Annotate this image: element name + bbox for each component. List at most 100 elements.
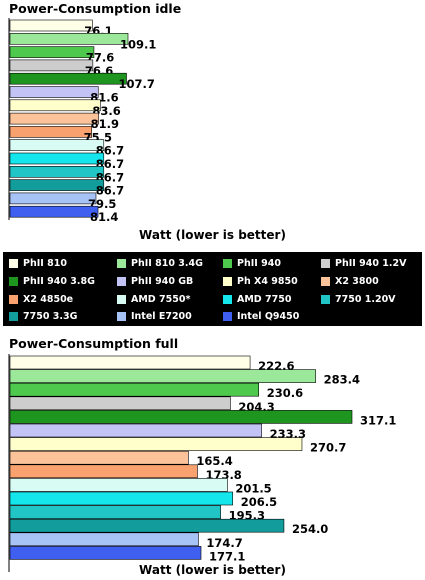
legend-item: 7750 1.20V [321,290,396,308]
chart-bar [9,450,189,465]
legend-label: X2 4850e [23,293,74,305]
legend-label: 7750 1.20V [335,293,396,305]
legend-label: Ph X4 9850 [237,275,298,287]
legend-swatch [117,294,126,304]
legend-label: X2 3800 [335,275,379,287]
legend-swatch [223,311,232,321]
legend-label: AMD 7750 [237,293,292,305]
chart-bar [9,72,127,85]
legend-label: Intel E7200 [131,310,192,322]
bar-value-label: 270.7 [310,441,346,455]
legend-swatch [321,258,330,268]
chart-bar [9,518,285,533]
bar-value-label: 254.0 [292,522,328,536]
legend-swatch [223,258,232,268]
legend-item: Intel Q9450 [223,307,299,325]
chart-bar [9,464,198,479]
bar-value-label: 206.5 [241,495,277,509]
legend-swatch [9,258,18,268]
chart-bar [9,59,94,72]
bar-value-label: 174.7 [206,536,242,550]
chart-bar [9,192,97,205]
legend-swatch [117,311,126,321]
legend-item: PhII 940 GB [117,272,193,290]
legend-item: PhII 940 3.8G [9,272,95,290]
chart-bar [9,396,231,411]
chart-bar [9,112,99,125]
legend-swatch [223,276,232,286]
bar-value-label: 83.6 [92,104,120,118]
legend-label: Intel Q9450 [237,310,300,322]
full-chart-plot: 222.6283.4230.6204.3317.1233.3270.7165.4… [8,354,396,572]
bar-value-label: 109.1 [120,37,156,51]
chart-bar [9,99,101,112]
chart-bar [9,382,260,397]
chart-bar [9,205,99,218]
legend-label: PhII 810 3.4G [131,257,203,269]
legend-swatch [223,294,232,304]
idle-chart-plot: 76.1109.177.676.6107.781.683.681.975.586… [8,18,156,224]
legend-item: PhII 940 [223,254,281,272]
idle-chart-panel: Power-Consumption idle 76.1 109.1 77.6 76.6… [0,0,425,246]
legend-label: PhII 940 1.2V [335,257,407,269]
chart-legend: PhII 810 PhII 810 3.4G PhII 940 PhII 940… [3,252,422,326]
bar-value-label: 86.7 [96,184,124,198]
chart-bar [9,505,221,519]
bar-value-label: 230.6 [267,386,303,400]
legend-item: Intel E7200 [117,307,192,325]
legend-label: PhII 940 GB [131,275,194,287]
legend-item: PhII 940 1.2V [321,254,406,272]
legend-label: PhII 810 [23,257,67,269]
bar-value-label: 165.4 [196,454,232,468]
chart-bar [9,33,129,45]
chart-bar [9,423,262,438]
full-chart-title: Power-Consumption full [9,336,179,351]
bar-value-label: 201.5 [235,481,271,495]
bar-value-label: 283.4 [324,373,360,387]
chart-bar [9,86,99,98]
bar-value-label: 81.9 [91,117,119,131]
full-chart-xlabel: Watt (lower is better) [139,563,286,577]
legend-label: PhII 940 [237,257,281,269]
chart-bar [9,166,105,178]
legend-item: 7750 3.3G [9,307,77,325]
chart-bar [9,152,105,165]
legend-swatch [9,276,18,286]
chart-bar [9,491,234,506]
legend-item: PhII 810 3.4G [117,254,203,272]
full-chart-panel: Power-Consumption full 222.6 283.4 230.6 20… [0,334,425,580]
bar-value-label: 107.7 [118,77,154,91]
legend-item: AMD 7750 [223,290,291,308]
idle-chart-xlabel: Watt (lower is better) [139,228,286,242]
legend-swatch [321,294,330,304]
chart-bar [9,410,353,424]
legend-item: Ph X4 9850 [223,272,298,290]
chart-bar [9,179,105,191]
bar-value-label: 177.1 [209,549,245,563]
chart-bar [9,369,316,383]
chart-bar [9,546,202,560]
legend-label: 7750 3.3G [23,310,78,322]
idle-chart-title: Power-Consumption idle [9,1,182,16]
legend-swatch [117,276,126,286]
legend-item: X2 4850e [9,290,73,308]
legend-label: PhII 940 3.8G [23,275,95,287]
legend-item: PhII 810 [9,254,67,272]
chart-bar [9,437,303,451]
bar-value-label: 81.4 [90,210,118,224]
chart-bar [9,19,93,32]
legend-swatch [321,276,330,286]
legend-swatch [9,294,18,304]
legend-swatch [9,311,18,321]
chart-bar [9,139,105,151]
chart-bar [9,46,95,58]
chart-bar [9,478,228,492]
chart-bar [9,532,199,547]
bar-value-label: 317.1 [360,413,396,427]
chart-bar [9,355,251,370]
chart-bar [9,126,92,138]
legend-item: AMD 7550* [117,290,190,308]
legend-swatch [117,258,126,268]
legend-item: X2 3800 [321,272,379,290]
legend-label: AMD 7550* [131,293,191,305]
